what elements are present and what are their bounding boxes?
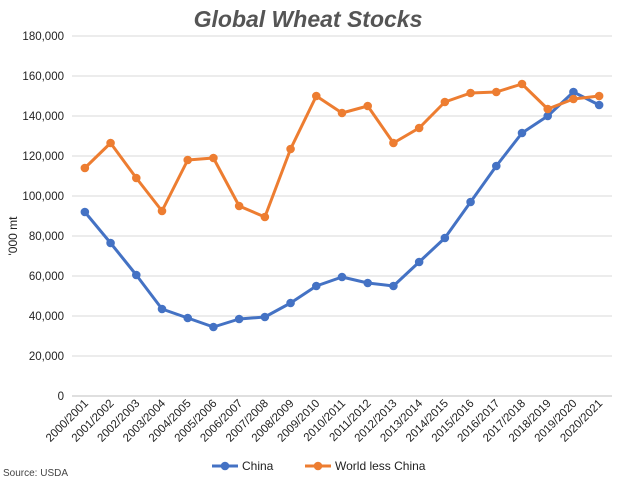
data-point-world-less-china xyxy=(594,91,604,101)
data-point-world-less-china xyxy=(414,123,424,133)
data-point-china xyxy=(260,312,270,322)
data-point-china xyxy=(363,278,373,288)
data-point-world-less-china xyxy=(106,138,115,148)
y-tick-label: 40,000 xyxy=(29,311,64,323)
gridlines xyxy=(72,35,612,397)
series-lines xyxy=(80,79,604,332)
data-point-world-less-china xyxy=(389,138,398,148)
y-tick-label: 60,000 xyxy=(29,271,64,283)
data-point-world-less-china xyxy=(466,88,475,98)
data-point-world-less-china xyxy=(569,94,578,104)
data-point-china xyxy=(594,100,604,110)
y-tick-label: 20,000 xyxy=(29,351,64,363)
series-world-less-china xyxy=(80,79,604,222)
data-point-china xyxy=(131,270,141,280)
y-tick-label: 0 xyxy=(58,391,64,403)
data-point-world-less-china xyxy=(260,212,270,222)
legend-swatch-marker xyxy=(313,461,323,471)
data-point-world-less-china xyxy=(543,104,553,114)
data-point-china xyxy=(209,322,218,332)
y-tick-label: 100,000 xyxy=(22,191,64,203)
data-point-china xyxy=(389,281,398,291)
data-point-world-less-china xyxy=(209,153,218,163)
data-point-world-less-china xyxy=(131,173,141,183)
legend-swatch-marker xyxy=(220,461,230,471)
data-point-china xyxy=(414,257,424,267)
legend-label: World less China xyxy=(335,459,426,473)
data-point-china xyxy=(80,207,90,217)
data-point-china xyxy=(337,272,347,282)
x-axis-tick-labels: 2000/20012001/20022002/20032003/20042004… xyxy=(44,397,605,444)
data-point-china xyxy=(286,298,295,308)
data-point-world-less-china xyxy=(311,91,321,101)
legend: China World less China xyxy=(212,459,426,473)
data-point-china xyxy=(543,111,553,121)
data-point-world-less-china xyxy=(517,79,527,89)
data-point-world-less-china xyxy=(363,101,373,111)
y-tick-label: 80,000 xyxy=(29,231,64,243)
y-tick-label: 180,000 xyxy=(22,31,64,43)
legend-item-china: China xyxy=(212,459,274,473)
data-point-china xyxy=(234,314,244,324)
series-china xyxy=(80,87,604,332)
data-point-china xyxy=(311,281,321,291)
data-point-world-less-china xyxy=(286,144,295,154)
data-point-china xyxy=(440,233,450,243)
data-point-china xyxy=(517,128,527,138)
chart-title: Global Wheat Stocks xyxy=(194,6,423,32)
data-point-world-less-china xyxy=(234,201,244,211)
y-axis-label: '000 mt xyxy=(6,216,20,256)
y-tick-label: 120,000 xyxy=(22,151,64,163)
legend-item-world-less-china: World less China xyxy=(305,459,426,473)
data-point-china xyxy=(157,304,167,314)
data-point-china xyxy=(569,87,578,97)
data-point-china xyxy=(466,197,475,207)
data-point-world-less-china xyxy=(440,97,450,107)
data-point-china xyxy=(183,313,193,323)
y-tick-label: 140,000 xyxy=(22,111,64,123)
y-tick-label: 160,000 xyxy=(22,71,64,83)
series-line-world-less-china xyxy=(83,82,601,219)
data-point-china xyxy=(106,238,115,248)
y-axis-tick-labels: 0 20,000 40,000 60,000 80,000 100,000 120,000 1… xyxy=(22,31,64,403)
source-note: Source: USDA xyxy=(3,468,68,479)
data-point-world-less-china xyxy=(183,155,193,165)
data-point-china xyxy=(491,161,501,171)
data-point-world-less-china xyxy=(157,206,167,216)
data-point-world-less-china xyxy=(491,87,501,97)
legend-label: China xyxy=(242,459,274,473)
data-point-world-less-china xyxy=(80,163,90,173)
data-point-world-less-china xyxy=(337,108,347,118)
